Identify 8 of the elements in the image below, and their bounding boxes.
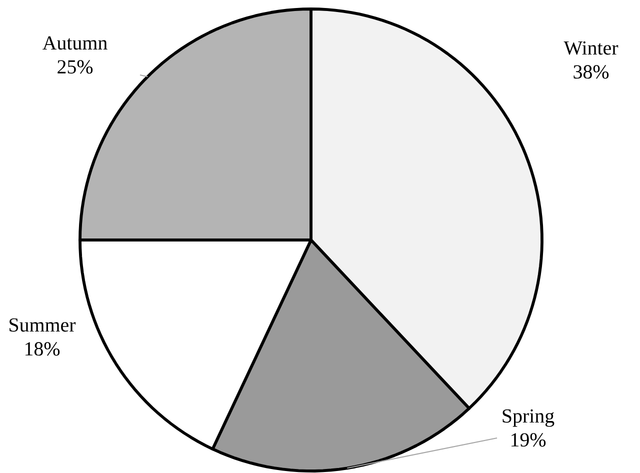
data-label: 19%: [511, 433, 546, 447]
slice-label: Winter: [564, 41, 618, 55]
data-label: 38%: [574, 65, 609, 79]
data-label: 18%: [25, 342, 60, 356]
slice-label: Summer: [10, 318, 76, 332]
data-label: 25%: [58, 60, 93, 74]
slice-label: Autumn: [42, 36, 108, 50]
slice-label: Spring: [502, 409, 554, 427]
